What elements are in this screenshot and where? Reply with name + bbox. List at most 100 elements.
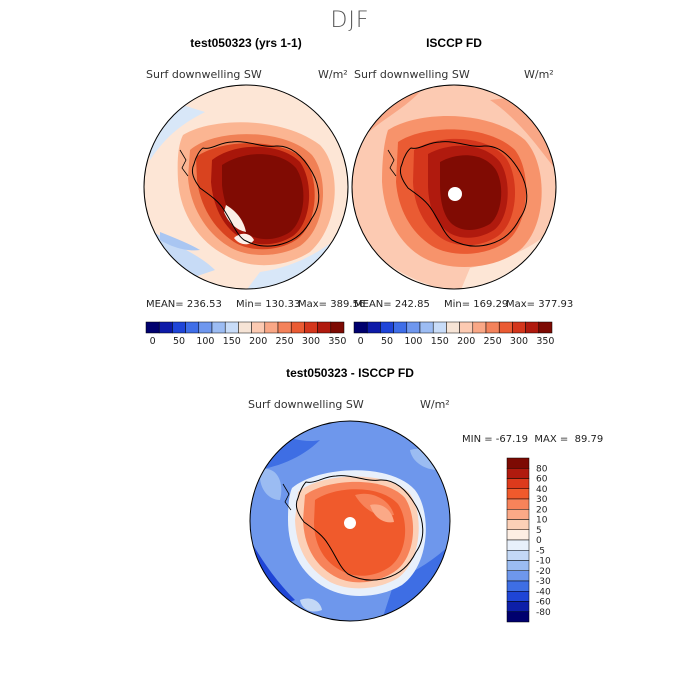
panel-1-min: Min= 130.33 <box>236 299 301 310</box>
panel-1-variable-label: Surf downwelling SW <box>146 68 262 81</box>
panel-2-colorbar-cell <box>406 321 421 334</box>
panel-3-units-label: W/m² <box>420 398 450 411</box>
panel-1-colorbar-tick-label: 100 <box>196 336 214 347</box>
panel-1-map <box>143 84 349 290</box>
panel-3-colorbar-cell <box>506 457 530 469</box>
panel-2-colorbar-tick-label: 350 <box>536 336 554 347</box>
panel-2-colorbar-cell <box>525 321 540 334</box>
panel-3-coastline <box>295 475 424 581</box>
panel-2-colorbar-cell <box>419 321 434 334</box>
panel-1-max: Max= 389.56 <box>298 299 366 310</box>
panel-3-colorbar-tick-label: 0 <box>536 536 542 546</box>
panel-1-colorbar-cell <box>198 321 213 334</box>
panel-2-colorbar-cell <box>446 321 460 334</box>
panel-2-colorbar-tick-label: 100 <box>404 336 422 347</box>
panel-2-colorbar-cell <box>498 321 513 334</box>
panel-3-colorbar-cell <box>506 468 530 479</box>
panel-3-colorbar-cell <box>506 498 530 510</box>
panel-3-colorbar-tick-label: -5 <box>536 546 545 556</box>
panel-1-colorbar-cell <box>185 321 200 334</box>
panel-1-map-border <box>143 84 349 290</box>
panel-3-map-border <box>249 420 451 622</box>
panel-3-colorbar-cell <box>506 529 530 541</box>
panel-3-colorbar-cell <box>506 550 530 561</box>
panel-2-max: Max= 377.93 <box>506 299 574 310</box>
panel-2-colorbar-tick-label: 150 <box>431 336 449 347</box>
panel-1-units-label: W/m² <box>318 68 348 81</box>
panel-1-coastline <box>191 141 320 247</box>
panel-1-colorbar-tick-label: 350 <box>328 336 346 347</box>
panel-3-map <box>249 420 451 622</box>
panel-2-colorbar-cell <box>366 321 381 334</box>
panel-2-colorbar-tick-label: 0 <box>358 336 364 347</box>
panel-3-variable-label: Surf downwelling SW <box>248 398 364 411</box>
panel-3-colorbar-cell <box>506 580 530 592</box>
panel-1-colorbar-tick-label: 200 <box>249 336 267 347</box>
panel-2-colorbar-cell <box>380 321 394 334</box>
panel-1-colorbar-cell <box>238 321 252 334</box>
panel-2-colorbar-cell <box>432 321 447 334</box>
panel-2-map-border <box>351 84 557 290</box>
panel-3-colorbar-tick-label: -40 <box>536 587 551 597</box>
figure-title: DJF <box>330 8 370 33</box>
panel-3-colorbar-tick-label: 80 <box>536 464 548 474</box>
panel-2-colorbar: 0 50 100 150 200 250 300 350 <box>353 321 554 347</box>
panel-2-mean: MEAN= 242.85 <box>354 299 430 310</box>
panel-2-colorbar-tick-label: 200 <box>457 336 475 347</box>
panel-3-colorbar-tick-label: 30 <box>536 495 548 505</box>
panel-3-colorbar-tick-label: -20 <box>536 567 551 577</box>
panel-2-title: ISCCP FD <box>426 36 482 50</box>
panel-1-title: test050323 (yrs 1-1) <box>190 36 302 50</box>
panel-2-colorbar-cell <box>393 321 408 334</box>
panel-2-map <box>351 84 557 290</box>
panel-3-colorbar-tick-label: 20 <box>536 505 548 515</box>
panel-1-colorbar-tick-label: 50 <box>173 336 185 347</box>
panel-2-colorbar-cell <box>459 321 474 334</box>
panel-2-colorbar-tick-label: 250 <box>484 336 502 347</box>
panel-1-colorbar-cell <box>158 321 173 334</box>
panel-1-colorbar-tick-label: 300 <box>302 336 320 347</box>
panel-1-colorbar-cell <box>304 321 318 334</box>
panel-1-colorbar-cell <box>172 321 186 334</box>
panel-2-colorbar-cell <box>353 321 368 334</box>
panel-3-colorbar-cell <box>506 478 530 489</box>
panel-1-colorbar-cell <box>145 321 160 334</box>
panel-3-colorbar-cell <box>506 611 530 623</box>
panel-2-colorbar-cell <box>472 321 487 334</box>
panel-1-colorbar-cell <box>290 321 305 334</box>
panel-1-mean: MEAN= 236.53 <box>146 299 222 310</box>
panel-1-colorbar-cell <box>277 321 292 334</box>
panel-2-min: Min= 169.29 <box>444 299 509 310</box>
panel-1-colorbar-tick-label: 250 <box>276 336 294 347</box>
panel-2-missing-pole <box>448 187 462 201</box>
panel-2-units-label: W/m² <box>524 68 554 81</box>
panel-3-colorbar-cell <box>506 539 530 551</box>
panel-3-colorbar-cell <box>506 570 530 582</box>
panel-3-colorbar-tick-label: -60 <box>536 598 551 608</box>
panel-2-colorbar-tick-label: 300 <box>510 336 528 347</box>
panel-3-missing-pole <box>344 517 356 529</box>
panel-3-colorbar-tick-label: -30 <box>536 577 551 587</box>
panel-2-colorbar-tick-label: 50 <box>381 336 393 347</box>
panel-3-colorbar-cell <box>506 591 530 602</box>
panel-3-colorbar-cell <box>506 509 530 520</box>
panel-2-variable-label: Surf downwelling SW <box>354 68 470 81</box>
panel-3-colorbar-tick-label: 5 <box>536 526 542 536</box>
panel-1-colorbar-cell <box>224 321 239 334</box>
panel-3-colorbar-tick-label: 10 <box>536 516 548 526</box>
panel-2-coastline <box>399 141 528 247</box>
panel-1-colorbar-cell <box>317 321 332 334</box>
panel-3-title: test050323 - ISCCP FD <box>286 366 414 380</box>
panel-2-colorbar-cell <box>485 321 500 334</box>
panel-1-colorbar-cell <box>330 321 345 334</box>
panel-1-colorbar-cell <box>211 321 226 334</box>
panel-1-colorbar-cell <box>264 321 279 334</box>
panel-1-colorbar-cell <box>251 321 266 334</box>
panel-3-colorbar-tick-label: 60 <box>536 475 548 485</box>
panel-3-colorbar-tick-label: -10 <box>536 557 551 567</box>
panel-3-colorbar-cell <box>506 560 530 571</box>
panel-3-colorbar-cell <box>506 488 530 500</box>
panel-2-colorbar-cell <box>538 321 553 334</box>
panel-2-colorbar-cell <box>512 321 526 334</box>
